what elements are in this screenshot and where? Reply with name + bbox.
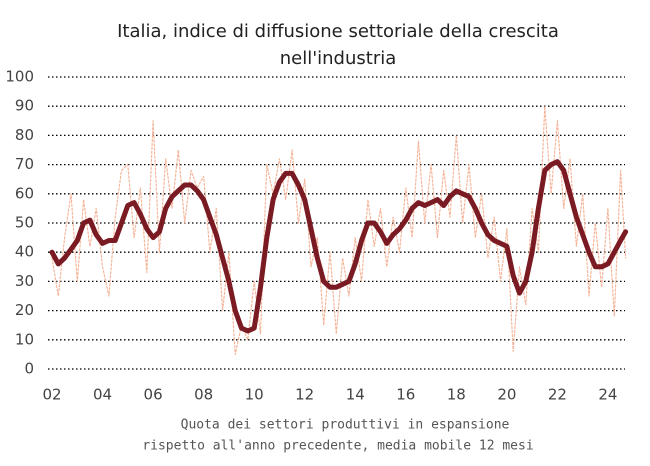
x-tick-label: 14: [346, 386, 365, 404]
series-line: [49, 159, 629, 334]
y-tick-label: 60: [15, 184, 34, 202]
y-tick-label: 30: [15, 272, 34, 290]
y-tick-label: 40: [15, 243, 34, 261]
y-tick-label: 100: [5, 68, 34, 86]
y-tick-label: 20: [15, 301, 34, 319]
x-tick-label: 10: [245, 386, 264, 404]
chart-title: Italia, indice di diffusione settoriale …: [117, 21, 559, 42]
y-tick-label: 90: [15, 97, 34, 115]
x-tick-label: 22: [548, 386, 567, 404]
series-line: [51, 105, 627, 355]
y-tick-label: 0: [24, 360, 34, 378]
x-tick-label: 08: [194, 386, 213, 404]
x-tick-label: 16: [396, 386, 415, 404]
x-tick-label: 18: [447, 386, 466, 404]
y-tick-label: 70: [15, 155, 34, 173]
x-tick-label: 20: [497, 386, 516, 404]
x-tick-label: 02: [42, 386, 61, 404]
x-tick-label: 04: [93, 386, 112, 404]
x-tick-label: 12: [295, 386, 314, 404]
chart-title: nell'industria: [280, 48, 397, 69]
y-tick-label: 50: [15, 214, 34, 232]
x-axis-label: Quota dei settori produttivi in espansio…: [181, 418, 510, 433]
x-tick-label: 24: [598, 386, 617, 404]
y-tick-label: 80: [15, 126, 34, 144]
x-axis-label: rispetto all'anno precedente, media mobi…: [142, 439, 533, 454]
y-tick-label: 10: [15, 330, 34, 348]
x-tick-label: 06: [144, 386, 163, 404]
